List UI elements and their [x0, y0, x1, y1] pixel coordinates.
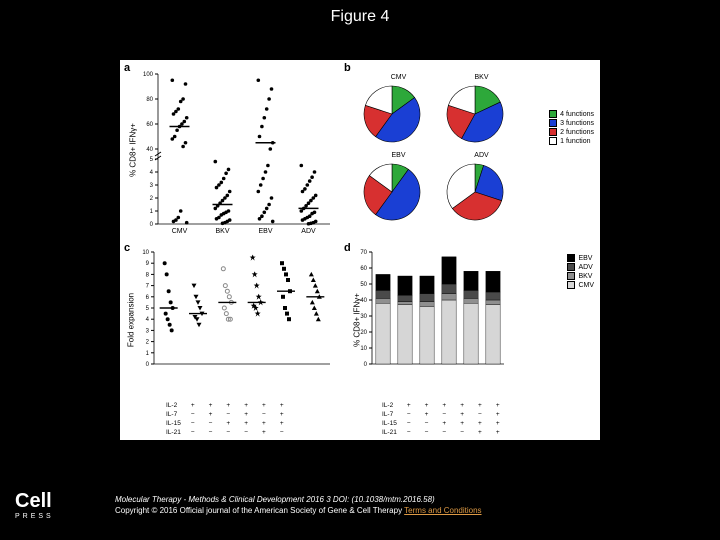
svg-text:6: 6 — [146, 295, 150, 301]
figure-title: Figure 4 — [0, 0, 720, 34]
panel-d-conditions: IL-2++++++IL-7−+−+−+IL-15−−++++IL-21−−−−… — [374, 400, 508, 438]
panel-d-ylabel: % CD8+ IFNγ+ — [352, 293, 361, 347]
svg-text:10: 10 — [360, 346, 367, 352]
svg-text:70: 70 — [360, 250, 367, 256]
panel-d-legend: EBVADVBKVCMV — [567, 254, 594, 290]
svg-text:0: 0 — [146, 362, 150, 368]
svg-text:0: 0 — [150, 222, 154, 228]
svg-text:3: 3 — [146, 328, 150, 334]
panel-d-label: d — [344, 242, 351, 254]
svg-text:2: 2 — [146, 340, 150, 346]
svg-text:100: 100 — [143, 72, 154, 78]
svg-text:80: 80 — [146, 97, 153, 103]
figure-panels: a % CD8+ IFNγ+ 012345406080100CMVBKVEBVA… — [120, 60, 600, 440]
svg-text:40: 40 — [360, 298, 367, 304]
cell-press-logo: Cell PRESS — [15, 490, 54, 520]
svg-text:50: 50 — [360, 282, 367, 288]
panel-c-ylabel: Fold expansion — [127, 293, 136, 347]
svg-text:60: 60 — [360, 266, 367, 272]
svg-text:8: 8 — [146, 272, 150, 278]
panel-c-conditions: IL-2++++++IL-7−+−+−+IL-15−−++++IL-21−−−−… — [158, 400, 292, 438]
panel-a: a % CD8+ IFNγ+ 0 1 2 3 4 5 40 60 80 100 CMV BKV EBV A… — [120, 60, 340, 240]
svg-text:9: 9 — [146, 261, 150, 267]
svg-text:20: 20 — [360, 330, 367, 336]
svg-text:0: 0 — [364, 362, 368, 368]
copyright-line: Copyright © 2016 Official journal of the… — [115, 506, 402, 515]
footer: Molecular Therapy - Methods & Clinical D… — [115, 495, 482, 515]
svg-text:CMV: CMV — [172, 228, 188, 235]
svg-text:2: 2 — [150, 196, 154, 202]
svg-text:5: 5 — [150, 157, 154, 163]
terms-link[interactable]: Terms and Conditions — [404, 506, 481, 515]
panel-a-chart: 0 1 2 3 4 5 40 60 80 100 CMV BKV EBV ADV — [124, 64, 334, 236]
svg-text:30: 30 — [360, 314, 367, 320]
svg-text:ADV: ADV — [301, 228, 316, 235]
svg-text:4: 4 — [150, 170, 154, 176]
panel-a-label: a — [124, 62, 130, 74]
svg-text:10: 10 — [142, 250, 149, 256]
logo-text: Cell — [15, 490, 52, 512]
svg-text:1: 1 — [146, 351, 150, 357]
pie-grid: CMVBKVEBVADV — [360, 74, 520, 224]
svg-text:BKV: BKV — [215, 228, 229, 235]
journal-line: Molecular Therapy - Methods & Clinical D… — [115, 495, 482, 504]
svg-text:5: 5 — [146, 306, 150, 312]
svg-text:EBV: EBV — [258, 228, 272, 235]
panel-c-label: c — [124, 242, 130, 254]
svg-text:1: 1 — [150, 209, 154, 215]
panel-d-chart: 0 10 20 30 40 50 60 70 — [344, 244, 544, 394]
svg-text:40: 40 — [146, 147, 153, 153]
svg-text:60: 60 — [146, 122, 153, 128]
panel-b-legend: 4 functions3 functions2 functions1 funct… — [549, 110, 594, 146]
panel-a-ylabel: % CD8+ IFNγ+ — [128, 123, 137, 177]
panel-d: d % CD8+ IFNγ+ 0 10 20 30 40 50 60 70 EBVADVBKV… — [340, 240, 600, 440]
panel-b-label: b — [344, 62, 351, 74]
panel-b: b CMVBKVEBVADV 4 functions3 functions2 f… — [340, 60, 600, 240]
panel-c: c Fold expansion 0 1 2 3 4 5 6 7 8 9 10 IL-2++++++… — [120, 240, 340, 440]
svg-text:3: 3 — [150, 183, 154, 189]
svg-text:4: 4 — [146, 317, 150, 323]
svg-text:7: 7 — [146, 284, 150, 290]
logo-subtext: PRESS — [15, 513, 54, 520]
panel-c-chart: 0 1 2 3 4 5 6 7 8 9 10 — [124, 244, 334, 394]
